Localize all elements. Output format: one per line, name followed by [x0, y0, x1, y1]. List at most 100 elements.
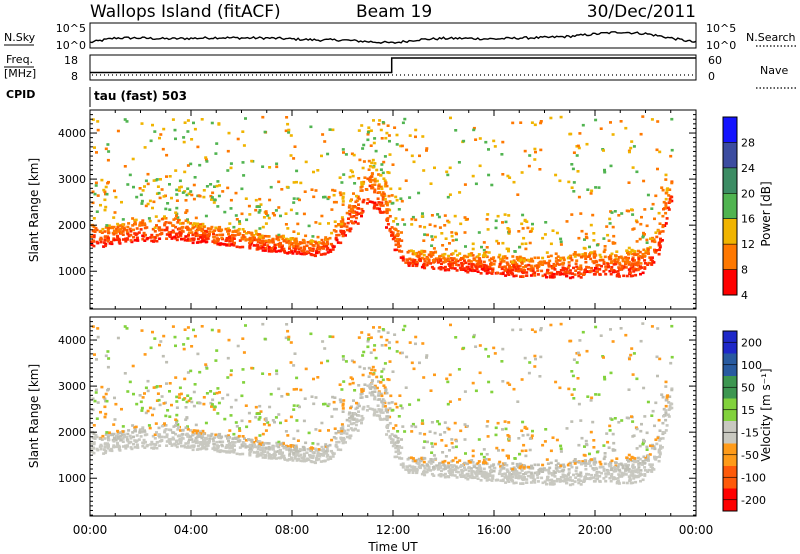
echo-cell — [603, 375, 606, 379]
echo-cell — [525, 478, 529, 481]
echo-cell — [439, 461, 443, 465]
echo-cell — [633, 262, 637, 265]
echo-cell — [365, 188, 369, 191]
echo-cell — [654, 438, 658, 441]
echo-cell — [393, 236, 396, 239]
echo-cell — [383, 184, 387, 188]
echo-cell — [280, 248, 284, 252]
echo-cell — [580, 462, 584, 466]
echo-cell — [191, 223, 195, 227]
echo-cell — [179, 234, 183, 238]
echo-cell — [522, 466, 526, 469]
echo-cell — [451, 471, 455, 474]
echo-cell — [437, 260, 440, 264]
echo-cell — [95, 447, 99, 451]
echo-cell — [127, 222, 131, 225]
echo-cell — [519, 275, 523, 278]
echo-cell — [582, 479, 586, 483]
echo-cell — [624, 256, 628, 259]
echo-cell — [652, 468, 656, 471]
echo-cell — [378, 191, 381, 194]
echo-cell — [524, 454, 528, 458]
echo-cell — [541, 481, 545, 485]
echo-cell — [645, 241, 649, 244]
colorbar-tick-label: 28 — [741, 136, 755, 149]
echo-cell — [263, 234, 267, 238]
echo-cell — [355, 420, 359, 423]
echo-cell — [485, 218, 489, 221]
echo-cell — [521, 271, 525, 275]
echo-cell — [636, 268, 640, 272]
echo-cell — [370, 392, 374, 395]
echo-cell — [437, 473, 441, 477]
echo-cell — [238, 220, 241, 223]
echo-cell — [129, 437, 133, 440]
echo-cell — [125, 120, 129, 123]
echo-cell — [371, 365, 375, 369]
echo-cell — [478, 258, 482, 262]
echo-cell — [350, 422, 354, 426]
echo-cell — [352, 428, 356, 432]
echo-cell — [242, 174, 246, 177]
echo-cell — [383, 197, 387, 201]
echo-cell — [411, 264, 415, 267]
echo-cell — [631, 213, 635, 216]
echo-cell — [526, 226, 530, 230]
echo-cell — [396, 230, 400, 233]
echo-cell — [351, 381, 355, 385]
echo-cell — [320, 449, 324, 452]
echo-cell — [610, 475, 613, 478]
echo-cell — [205, 160, 209, 163]
echo-cell — [140, 406, 144, 410]
echo-cell — [300, 249, 304, 252]
echo-cell — [258, 434, 262, 437]
echo-cell — [655, 456, 658, 459]
echo-cell — [393, 434, 397, 438]
echo-cell — [302, 212, 306, 216]
echo-cell — [101, 227, 105, 231]
echo-cell — [90, 442, 94, 445]
echo-cell — [488, 258, 492, 262]
echo-cell — [572, 388, 576, 391]
echo-cell — [438, 226, 442, 229]
echo-cell — [210, 196, 214, 199]
echo-cell — [192, 445, 196, 449]
echo-cell — [273, 453, 277, 457]
echo-cell — [609, 121, 612, 124]
echo-cell — [534, 150, 537, 154]
echo-cell — [655, 442, 659, 446]
echo-cell — [198, 228, 202, 231]
echo-cell — [368, 176, 372, 179]
echo-cell — [441, 451, 445, 454]
echo-cell — [368, 391, 372, 395]
echo-cell — [511, 260, 515, 264]
echo-cell — [301, 445, 305, 449]
echo-cell — [180, 436, 184, 439]
echo-cell — [648, 246, 652, 249]
echo-cell — [449, 323, 452, 327]
echo-cell — [575, 466, 579, 469]
echo-cell — [382, 384, 386, 387]
echo-cell — [458, 398, 462, 401]
echo-cell — [431, 238, 435, 241]
echo-cell — [450, 441, 454, 445]
echo-cell — [386, 426, 389, 429]
echo-cell — [130, 240, 134, 244]
echo-cell — [314, 449, 318, 452]
echo-cell — [216, 446, 220, 449]
echo-cell — [356, 222, 360, 225]
echo-cell — [247, 204, 251, 208]
echo-cell — [391, 231, 395, 234]
echo-cell — [603, 452, 607, 455]
echo-cell — [332, 407, 336, 411]
echo-cell — [526, 474, 530, 478]
echo-cell — [290, 250, 293, 254]
echo-cell — [571, 482, 575, 486]
echo-cell — [444, 444, 448, 447]
echo-cell — [95, 358, 98, 361]
echo-cell — [168, 183, 171, 186]
echo-cell — [410, 465, 414, 469]
echo-cell — [586, 477, 590, 480]
echo-cell — [288, 242, 291, 245]
colorbar-swatch — [723, 218, 737, 245]
